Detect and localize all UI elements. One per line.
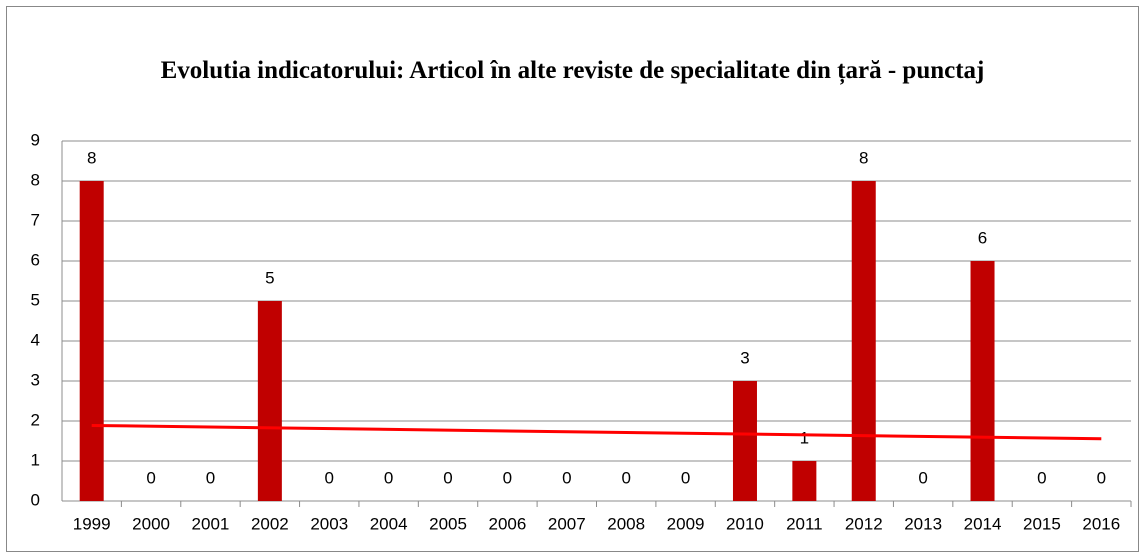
data-label: 6 [978, 228, 987, 247]
data-label: 5 [265, 268, 274, 287]
data-label: 0 [681, 468, 690, 487]
bar [792, 461, 817, 501]
data-label: 1 [800, 428, 809, 447]
x-tick-label: 2007 [548, 514, 586, 533]
data-label: 0 [1097, 468, 1106, 487]
x-tick-label: 2009 [667, 514, 705, 533]
x-tick-label: 2016 [1082, 514, 1120, 533]
data-label: 0 [1037, 468, 1046, 487]
y-tick-label: 3 [31, 370, 40, 389]
trendline [91, 423, 1102, 441]
bar [732, 381, 757, 501]
x-tick-label: 2010 [726, 514, 764, 533]
bar [257, 301, 282, 501]
chart-border [6, 6, 1139, 552]
chart-title: Evolutia indicatorului: Articol în alte … [160, 57, 985, 84]
y-tick-label: 7 [31, 210, 40, 229]
x-tick-label: 2003 [310, 514, 348, 533]
x-tick-label: 2012 [845, 514, 883, 533]
x-tick-label: 1999 [73, 514, 111, 533]
data-label: 0 [325, 468, 334, 487]
y-tick-label: 6 [31, 250, 40, 269]
x-tick-label: 2008 [607, 514, 645, 533]
x-tick-label: 2000 [132, 514, 170, 533]
data-label: 3 [740, 348, 749, 367]
x-tick-label: 2014 [964, 514, 1002, 533]
y-tick-label: 2 [31, 410, 40, 429]
data-label: 0 [384, 468, 393, 487]
bar [970, 261, 995, 501]
x-tick-label: 2005 [429, 514, 467, 533]
y-tick-label: 0 [31, 490, 40, 509]
x-tick-label: 2001 [192, 514, 230, 533]
bar [79, 181, 104, 501]
data-label: 8 [859, 148, 868, 167]
data-label: 0 [503, 468, 512, 487]
y-tick-label: 4 [31, 330, 40, 349]
bar [851, 181, 876, 501]
y-tick-label: 9 [31, 130, 40, 149]
data-label: 0 [918, 468, 927, 487]
x-tick-label: 2013 [904, 514, 942, 533]
x-tick-label: 2015 [1023, 514, 1061, 533]
y-tick-label: 8 [31, 170, 40, 189]
data-label: 0 [562, 468, 571, 487]
x-tick-label: 2002 [251, 514, 289, 533]
data-label: 0 [621, 468, 630, 487]
x-tick-label: 2004 [370, 514, 408, 533]
data-label: 0 [146, 468, 155, 487]
data-label: 8 [87, 148, 96, 167]
x-tick-label: 2011 [786, 514, 823, 533]
y-tick-label: 5 [31, 290, 40, 309]
data-label: 0 [206, 468, 215, 487]
y-tick-label: 1 [31, 450, 40, 469]
data-label: 0 [443, 468, 452, 487]
x-tick-label: 2006 [489, 514, 527, 533]
